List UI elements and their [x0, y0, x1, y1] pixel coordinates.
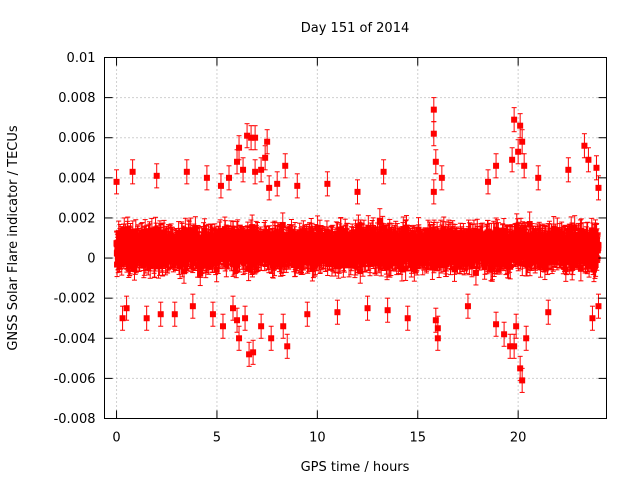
- data-point: [312, 259, 319, 266]
- data-point: [124, 226, 131, 233]
- data-point: [233, 262, 240, 269]
- data-point: [152, 226, 159, 233]
- data-point: [175, 230, 182, 237]
- data-series-solar-flare-indicator: [113, 97, 602, 393]
- data-point: [187, 227, 194, 234]
- data-point: [279, 221, 286, 228]
- data-point: [213, 266, 220, 273]
- data-point: [151, 262, 158, 269]
- data-point: [201, 227, 208, 234]
- data-point: [313, 235, 320, 242]
- data-point: [197, 262, 204, 269]
- data-point: [131, 265, 138, 272]
- data-point: [240, 235, 247, 242]
- data-point: [161, 229, 168, 236]
- data-point: [316, 229, 323, 236]
- data-point: [181, 268, 188, 275]
- data-point: [271, 260, 278, 267]
- data-point: [309, 232, 316, 239]
- data-point: [258, 255, 265, 262]
- data-point: [142, 228, 149, 235]
- data-point: [249, 224, 256, 231]
- data-point: [314, 224, 321, 231]
- data-point: [292, 261, 299, 268]
